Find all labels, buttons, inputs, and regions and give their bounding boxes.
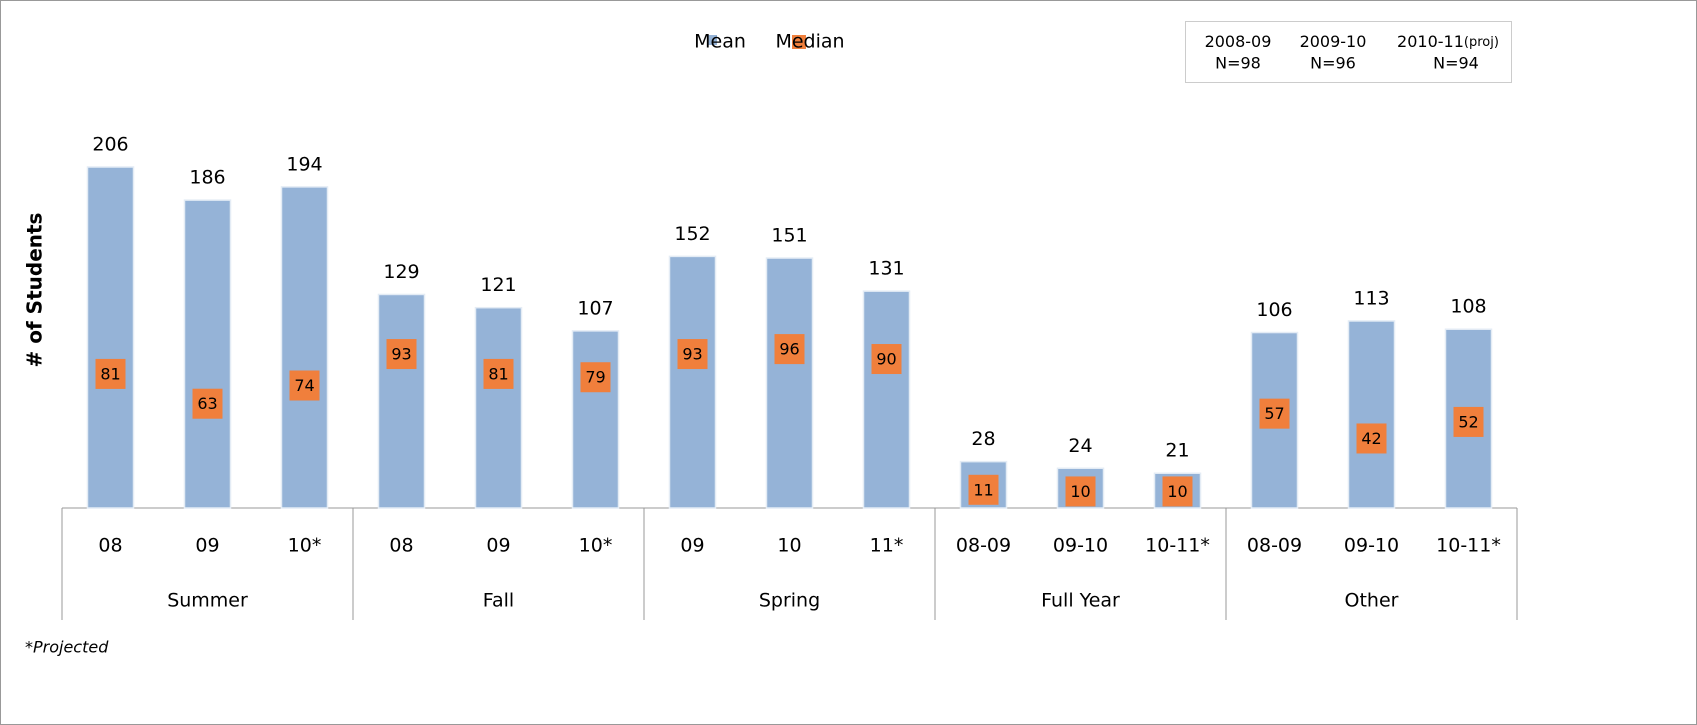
bar-value-label: 28 (971, 428, 995, 450)
bar-value-label: 206 (92, 134, 128, 156)
bar (280, 186, 329, 509)
x-tick-label: 09 (486, 535, 510, 557)
median-marker (1259, 398, 1290, 429)
x-tick-label: 10* (579, 535, 613, 557)
bar (86, 166, 135, 509)
x-tick-label: 10 (777, 535, 801, 557)
group-label: Spring (759, 590, 820, 612)
x-tick-label: 08-09 (1247, 535, 1302, 557)
legend-label: Median (775, 31, 844, 53)
bar (377, 293, 426, 509)
sample-year: 2010-11(proj) (1397, 32, 1499, 51)
x-tick-label: 09-10 (1344, 535, 1399, 557)
bar (1250, 331, 1299, 509)
bar-value-label: 152 (674, 223, 710, 245)
bar-value-label: 21 (1165, 440, 1189, 462)
median-marker (386, 339, 417, 370)
group-label: Fall (483, 590, 514, 612)
footnote: *Projected (25, 638, 109, 657)
median-marker (1356, 423, 1387, 454)
group-label: Summer (167, 590, 248, 612)
median-marker (968, 474, 999, 505)
bar-value-label: 106 (1256, 299, 1292, 321)
median-value-label: 10 (1167, 482, 1187, 501)
bar (571, 330, 620, 509)
median-value-label: 74 (294, 376, 314, 395)
median-marker (1162, 476, 1193, 507)
sample-year-label: 2009-10 (1300, 32, 1367, 51)
bar-value-label: 129 (383, 261, 419, 283)
sample-year: 2009-10 (1300, 32, 1367, 51)
sample-year-label: 2010-11 (1397, 32, 1464, 51)
group-label: Other (1345, 590, 1399, 612)
median-marker (871, 344, 902, 375)
median-marker (677, 339, 708, 370)
median-value-label: 52 (1458, 412, 1478, 431)
median-value-label: 93 (682, 345, 702, 364)
sample-n: N=98 (1215, 54, 1261, 73)
group-label: Full Year (1041, 590, 1120, 612)
legend-swatch (792, 35, 806, 49)
bar (474, 306, 523, 509)
median-marker (192, 388, 223, 419)
bar-value-label: 108 (1450, 296, 1486, 318)
sample-box (1185, 21, 1512, 83)
x-tick-label: 08-09 (956, 535, 1011, 557)
median-value-label: 96 (779, 340, 799, 359)
median-value-label: 90 (876, 350, 896, 369)
median-marker (580, 362, 611, 393)
sample-n: N=94 (1433, 54, 1479, 73)
median-marker (289, 370, 320, 401)
bar-value-label: 113 (1353, 287, 1389, 309)
bar (668, 255, 717, 509)
sample-year-label: 2008-09 (1205, 32, 1272, 51)
median-value-label: 11 (973, 480, 993, 499)
median-value-label: 57 (1264, 404, 1284, 423)
x-tick-label: 08 (389, 535, 413, 557)
bar-value-label: 24 (1068, 435, 1092, 457)
median-marker (95, 358, 126, 389)
x-tick-label: 09 (195, 535, 219, 557)
bar-value-label: 131 (868, 258, 904, 280)
x-tick-label: 09-10 (1053, 535, 1108, 557)
bar (1347, 320, 1396, 509)
median-value-label: 93 (391, 345, 411, 364)
x-tick-label: 10* (288, 535, 322, 557)
x-tick-label: 09 (680, 535, 704, 557)
y-axis-label: # of Students (23, 213, 47, 368)
sample-year: 2008-09 (1205, 32, 1272, 51)
bar-value-label: 194 (286, 153, 322, 175)
bar-value-label: 107 (577, 297, 613, 319)
sample-year-suffix: (proj) (1464, 35, 1499, 50)
legend-label: Mean (694, 31, 746, 53)
bar (765, 257, 814, 509)
bar-value-label: 151 (771, 225, 807, 247)
sample-n: N=96 (1310, 54, 1356, 73)
x-tick-label: 11* (870, 535, 904, 557)
median-marker (1453, 406, 1484, 437)
legend-swatch (707, 35, 717, 45)
bar (862, 290, 911, 509)
median-value-label: 81 (100, 364, 120, 383)
median-value-label: 42 (1361, 429, 1381, 448)
bar (183, 199, 232, 509)
median-marker (1065, 476, 1096, 507)
median-marker (774, 334, 805, 365)
median-value-label: 10 (1070, 482, 1090, 501)
median-value-label: 81 (488, 364, 508, 383)
median-marker (483, 358, 514, 389)
x-tick-label: 10-11* (1436, 535, 1501, 557)
x-tick-label: 10-11* (1145, 535, 1210, 557)
x-tick-label: 08 (98, 535, 122, 557)
bar-value-label: 186 (189, 167, 225, 189)
bar-value-label: 121 (480, 274, 516, 296)
median-value-label: 63 (197, 394, 217, 413)
median-value-label: 79 (585, 368, 605, 387)
